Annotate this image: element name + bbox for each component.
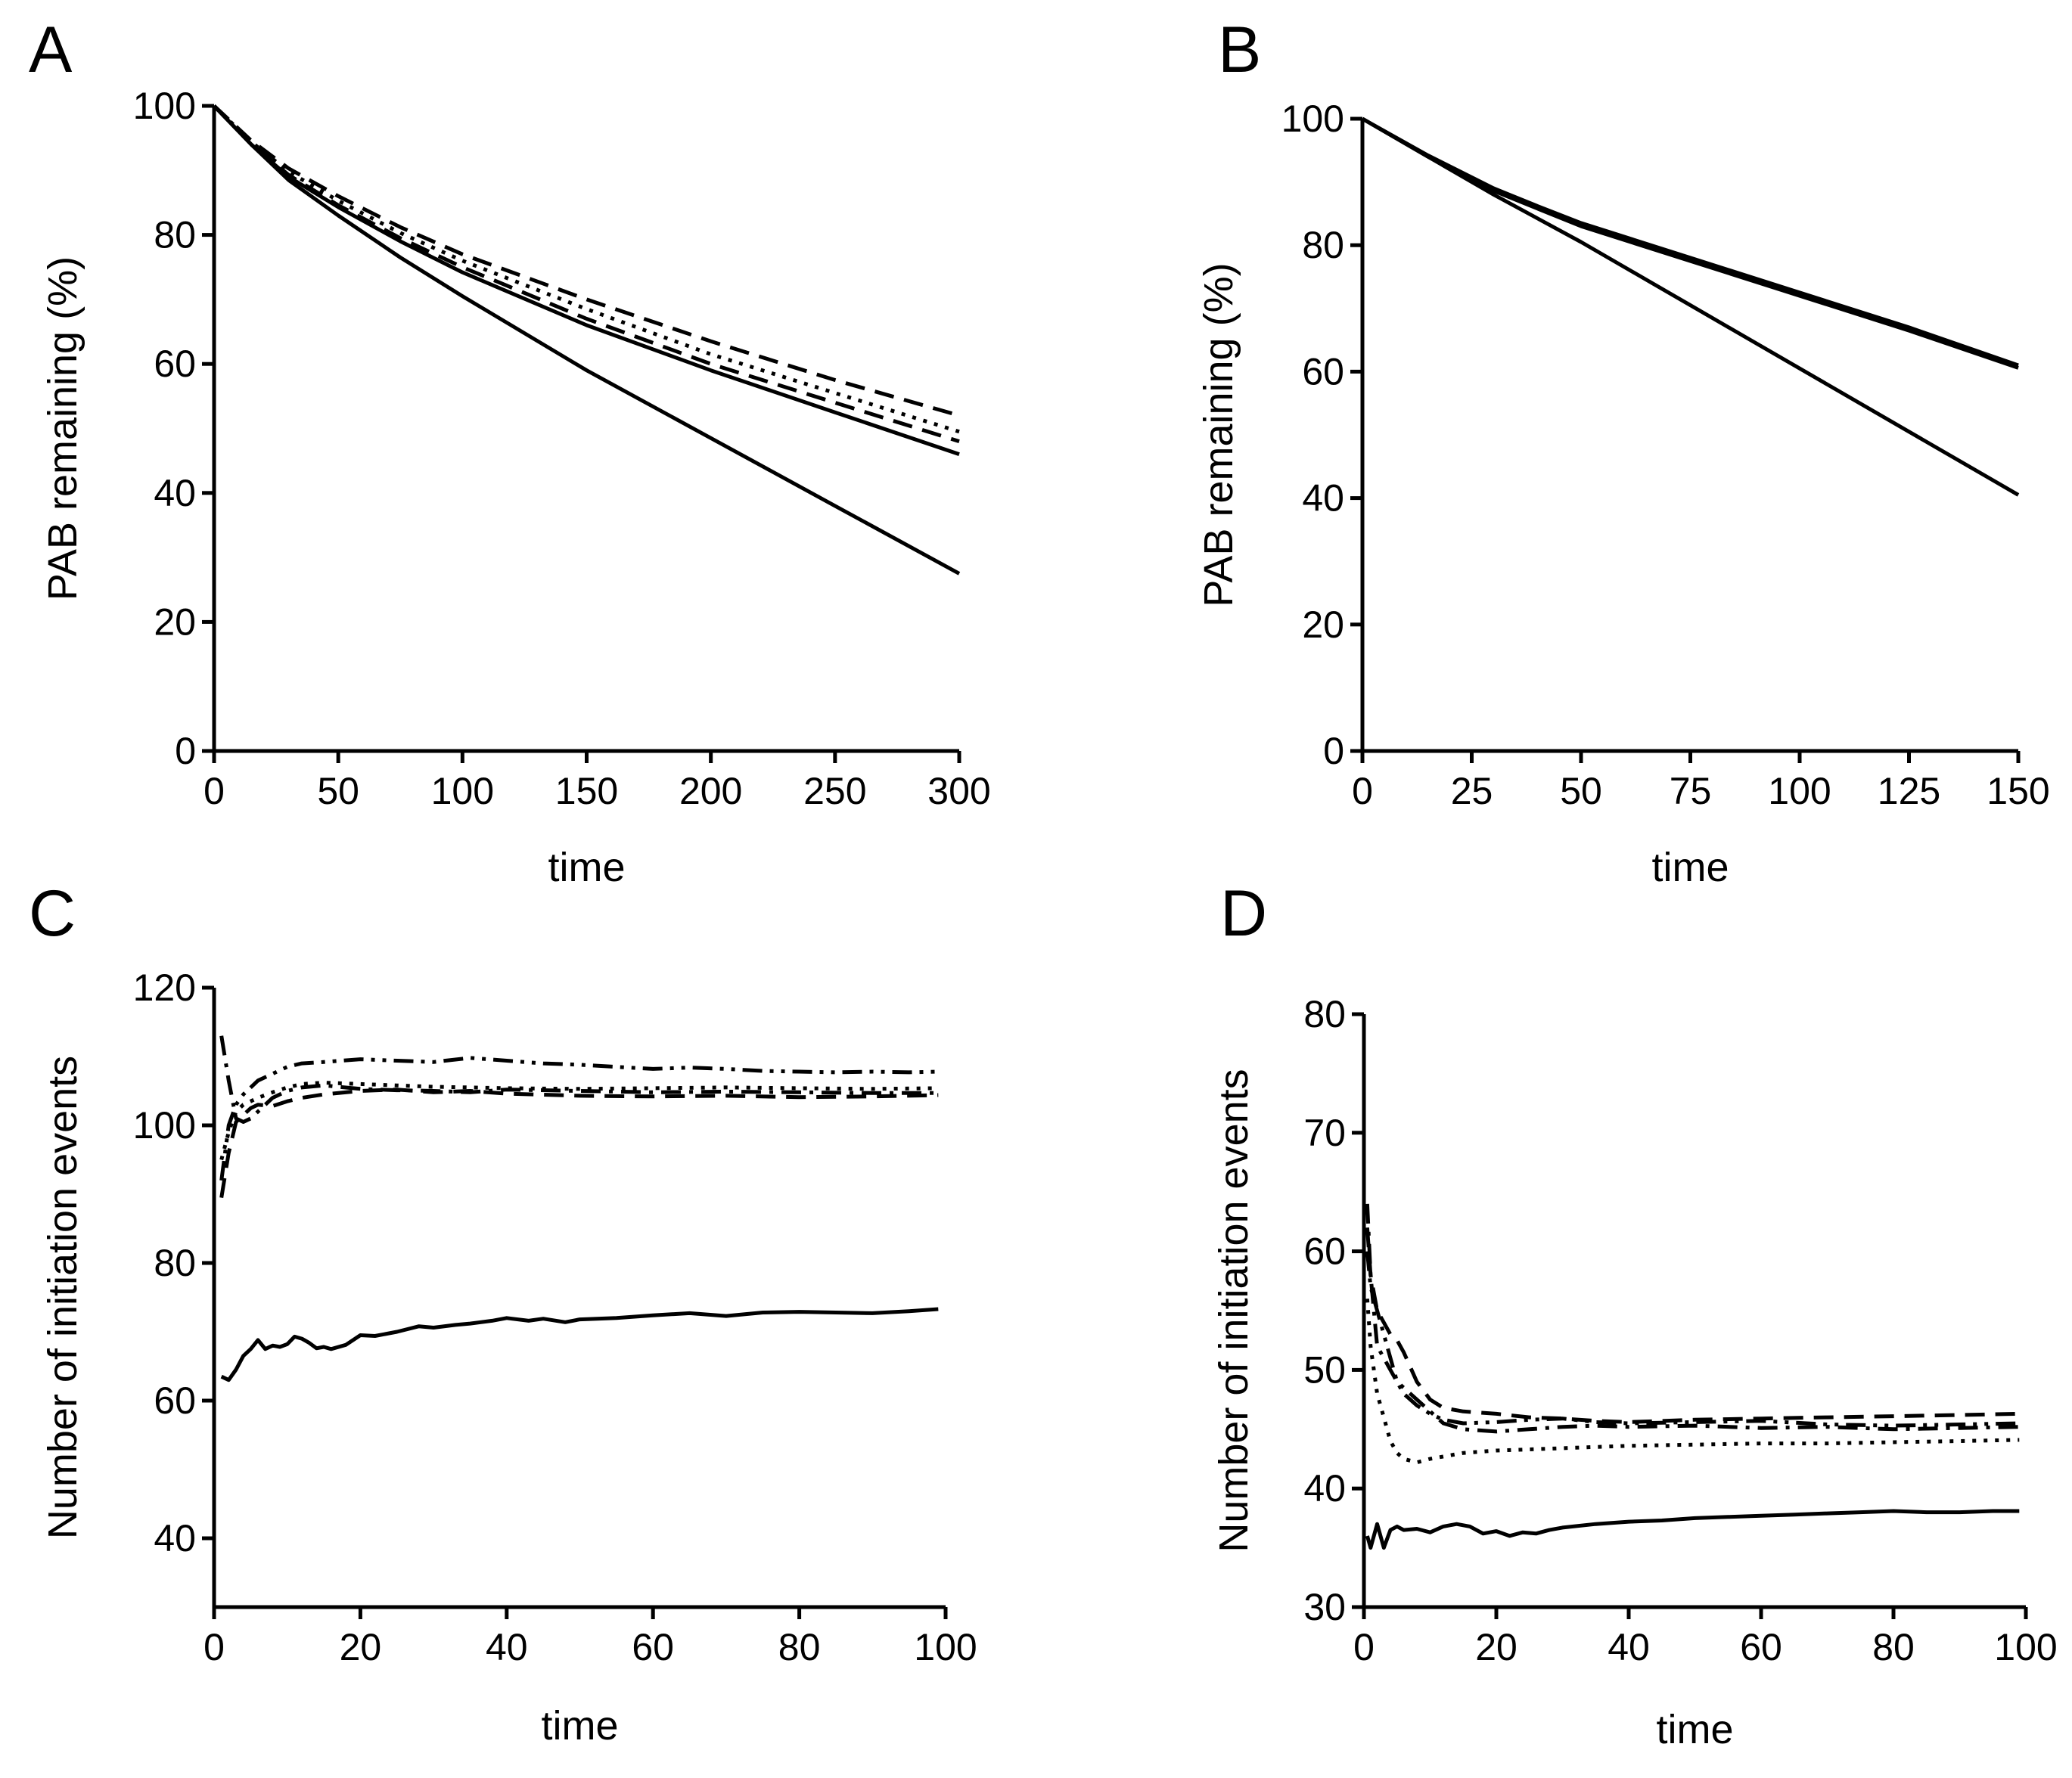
x-tick-label: 40 <box>486 1626 528 1668</box>
x-tick-label: 0 <box>1352 770 1373 812</box>
series-line-1 <box>1365 1509 2020 1550</box>
x-tick-label: 150 <box>555 770 618 812</box>
y-tick-label: 80 <box>1302 224 1344 266</box>
x-tick-label: 80 <box>1872 1626 1915 1668</box>
series-line-4 <box>219 1081 939 1161</box>
y-axis-title: Number of initiation events <box>40 1056 85 1539</box>
series-line-1 <box>213 104 961 576</box>
series-line-2 <box>1365 1299 2020 1465</box>
x-tick-label: 0 <box>203 770 225 812</box>
y-tick-label: 100 <box>133 85 196 127</box>
x-tick-label: 75 <box>1670 770 1712 812</box>
series-line-2 <box>213 104 960 456</box>
y-tick-label: 80 <box>1303 993 1346 1035</box>
panel-d: D 30 40 50 60 70 80 0 20 40 60 80 100 time Number of i… <box>1211 877 2058 1752</box>
panel-b: B 0 20 40 60 80 100 0 25 50 75 100 125 150 time PAB rem… <box>1196 14 2050 890</box>
series-line-2 <box>1361 116 2019 368</box>
y-tick-label: 30 <box>1303 1586 1346 1628</box>
series-line-3 <box>213 104 960 443</box>
x-tick-label: 200 <box>679 770 742 812</box>
x-tick-label: 20 <box>1475 1626 1517 1668</box>
x-axis-title: time <box>1656 1707 1733 1752</box>
series-line-5 <box>1365 1251 2020 1428</box>
x-tick-label: 100 <box>1994 1626 2057 1668</box>
x-tick-label: 50 <box>1560 770 1602 812</box>
y-tick-label: 100 <box>1281 98 1344 140</box>
y-axis-title: PAB remaining (%) <box>40 256 85 600</box>
x-tick-label: 50 <box>317 770 359 812</box>
y-tick-label: 60 <box>154 343 196 385</box>
y-tick-label: 40 <box>154 1517 196 1559</box>
y-tick-label: 0 <box>1323 730 1344 772</box>
panel-letter: B <box>1218 14 1261 86</box>
x-tick-label: 100 <box>431 770 494 812</box>
x-tick-label: 250 <box>803 770 866 812</box>
y-tick-label: 0 <box>175 730 196 772</box>
x-tick-label: 80 <box>778 1626 821 1668</box>
y-tick-label: 40 <box>1303 1467 1346 1510</box>
series-line-5 <box>213 104 960 417</box>
panel-letter: C <box>29 877 76 950</box>
x-tick-label: 150 <box>1987 770 2049 812</box>
x-tick-label: 125 <box>1878 770 1940 812</box>
y-tick-label: 60 <box>1302 350 1344 393</box>
x-tick-label: 0 <box>1353 1626 1375 1668</box>
panel-letter: A <box>29 14 73 86</box>
panel-letter: D <box>1220 877 1267 950</box>
y-tick-label: 20 <box>1302 604 1344 646</box>
series-line-3 <box>219 1035 939 1124</box>
y-tick-label: 60 <box>154 1379 196 1422</box>
x-tick-label: 20 <box>340 1626 382 1668</box>
series-line-1 <box>220 1307 939 1382</box>
x-axis-title: time <box>541 1703 618 1749</box>
y-axis-title: Number of initiation events <box>1211 1069 1257 1552</box>
x-axis-title: time <box>548 845 625 890</box>
x-tick-label: 40 <box>1608 1626 1650 1668</box>
y-tick-label: 100 <box>133 1104 196 1147</box>
x-tick-label: 60 <box>1740 1626 1782 1668</box>
y-tick-label: 40 <box>154 472 196 514</box>
y-axis-title: PAB remaining (%) <box>1196 262 1241 607</box>
y-tick-label: 20 <box>154 600 196 643</box>
y-tick-label: 80 <box>154 214 196 256</box>
panel-c: C 40 60 80 100 120 0 20 40 60 80 100 time Number of i… <box>29 877 977 1749</box>
y-tick-label: 60 <box>1303 1230 1346 1273</box>
x-tick-label: 100 <box>1768 770 1831 812</box>
y-tick-label: 80 <box>154 1242 196 1284</box>
x-axis-title: time <box>1651 845 1729 890</box>
x-tick-label: 0 <box>203 1626 225 1668</box>
x-tick-label: 60 <box>632 1626 674 1668</box>
panel-a: A 0 20 40 60 80 100 0 50 100 150 200 250 300 time PAB r… <box>29 14 991 890</box>
y-tick-label: 50 <box>1303 1348 1346 1391</box>
x-tick-label: 100 <box>914 1626 977 1668</box>
y-tick-label: 70 <box>1303 1112 1346 1154</box>
y-tick-label: 120 <box>133 967 196 1009</box>
y-tick-label: 40 <box>1302 477 1344 520</box>
series-line-5 <box>219 1056 939 1181</box>
series-line-3 <box>1365 1203 2020 1434</box>
series-line-4 <box>1365 1227 2020 1424</box>
series-line-4 <box>213 104 960 434</box>
x-tick-label: 25 <box>1451 770 1493 812</box>
series-line-2 <box>219 1088 939 1199</box>
series-line-3 <box>1361 116 2019 370</box>
x-tick-label: 300 <box>927 770 990 812</box>
